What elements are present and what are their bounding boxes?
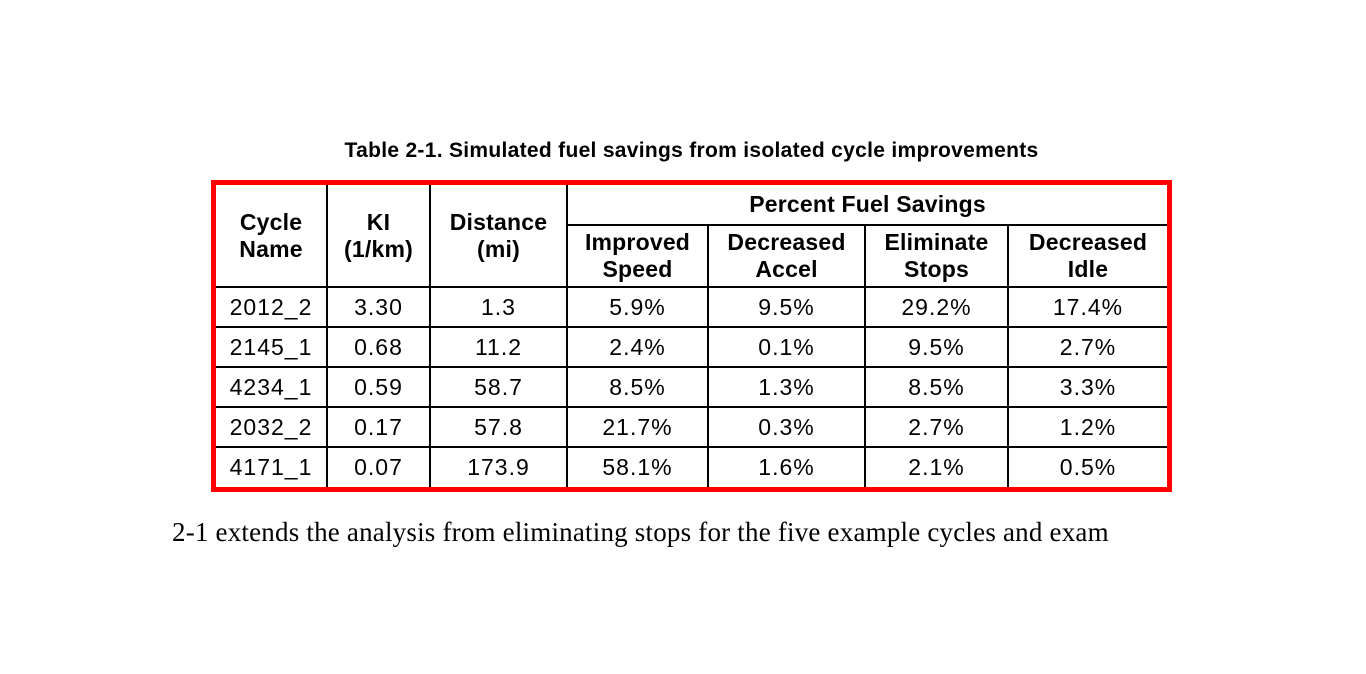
cell-ki: 3.30 [326,286,431,328]
table-red-box: Cycle Name KI (1/km) Distance (mi) Perce… [211,180,1173,492]
cell-improved-speed: 8.5% [566,366,709,408]
cell-distance: 57.8 [429,406,568,448]
table-row: 2032_2 0.17 57.8 21.7% 0.3% 2.7% 1.2% [215,406,1169,448]
col-header-eliminate-stops: Eliminate Stops [864,224,1009,288]
fuel-savings-table: Cycle Name KI (1/km) Distance (mi) Perce… [215,184,1169,488]
cell-decreased-accel: 1.3% [707,366,866,408]
cell-ki: 0.17 [326,406,431,448]
cell-decreased-accel: 0.3% [707,406,866,448]
col-header-distance: Distance (mi) [429,184,568,288]
cell-improved-speed: 5.9% [566,286,709,328]
cell-distance: 1.3 [429,286,568,328]
cell-eliminate-stops: 2.7% [864,406,1009,448]
cell-cycle-name: 2032_2 [215,406,328,448]
cell-improved-speed: 58.1% [566,446,709,488]
col-header-cycle-name: Cycle Name [215,184,328,288]
cell-decreased-idle: 0.5% [1006,446,1169,488]
cell-eliminate-stops: 9.5% [864,326,1009,368]
cell-eliminate-stops: 2.1% [864,446,1009,488]
col-header-decreased-accel: Decreased Accel [707,224,866,288]
cell-cycle-name: 4171_1 [215,446,328,488]
col-header-improved-speed: Improved Speed [566,224,709,288]
cell-decreased-accel: 0.1% [707,326,866,368]
cell-distance: 173.9 [429,446,568,488]
cell-ki: 0.59 [326,366,431,408]
cell-cycle-name: 2012_2 [215,286,328,328]
cell-cycle-name: 2145_1 [215,326,328,368]
cell-decreased-accel: 9.5% [707,286,866,328]
table-row: 2012_2 3.30 1.3 5.9% 9.5% 29.2% 17.4% [215,286,1169,328]
cell-eliminate-stops: 29.2% [864,286,1009,328]
header-row-sub: Improved Speed Decreased Accel Eliminate… [216,224,1169,288]
cell-distance: 11.2 [429,326,568,368]
table-caption: Table 2-1. Simulated fuel savings from i… [344,139,1039,162]
cell-decreased-accel: 1.6% [707,446,866,488]
cell-decreased-idle: 1.2% [1006,406,1169,448]
col-header-ki: KI (1/km) [326,184,431,288]
body-text: 2-1 extends the analysis from eliminatin… [172,517,1109,547]
cell-ki: 0.68 [326,326,431,368]
cell-decreased-idle: 2.7% [1006,326,1169,368]
cell-distance: 58.7 [429,366,568,408]
cell-ki: 0.07 [326,446,431,488]
header-row-group: Cycle Name KI (1/km) Distance (mi) Perce… [215,184,1169,288]
cell-decreased-idle: 17.4% [1006,286,1169,328]
cell-decreased-idle: 3.3% [1006,366,1169,408]
cell-improved-speed: 2.4% [566,326,709,368]
table-row: 4171_1 0.07 173.9 58.1% 1.6% 2.1% 0.5% [215,446,1169,488]
col-header-decreased-idle: Decreased Idle [1006,224,1169,288]
cell-eliminate-stops: 8.5% [864,366,1009,408]
table-row: 2145_1 0.68 11.2 2.4% 0.1% 9.5% 2.7% [215,326,1169,368]
cell-cycle-name: 4234_1 [215,366,328,408]
cell-improved-speed: 21.7% [566,406,709,448]
group-header-percent-fuel-savings: Percent Fuel Savings [565,184,1169,226]
table-row: 4234_1 0.59 58.7 8.5% 1.3% 8.5% 3.3% [215,366,1169,408]
